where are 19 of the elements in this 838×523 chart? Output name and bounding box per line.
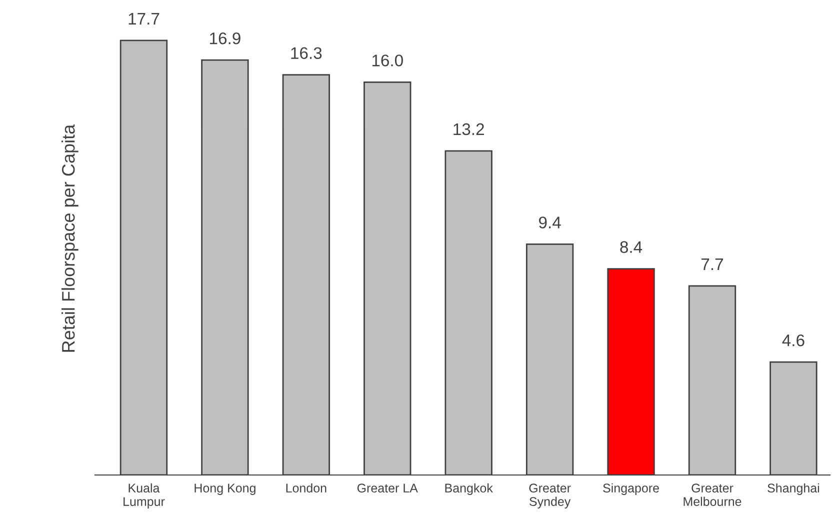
x-tick-label: Bangkok xyxy=(445,483,493,495)
data-label: 16.9 xyxy=(210,32,240,44)
data-label: 7.7 xyxy=(702,258,723,270)
x-tick-label: Greater Syndey xyxy=(529,484,571,508)
data-label: 13.2 xyxy=(454,123,484,136)
y-axis-title: Retail Floorspace per Capita xyxy=(62,124,78,352)
data-label: 9.4 xyxy=(539,216,561,228)
data-label: 17.7 xyxy=(128,13,160,24)
x-tick-label: Kuala Lumpur xyxy=(124,483,165,508)
x-tick-label: Hong Kong xyxy=(194,484,256,495)
x-tick-label: Greater Melbourne xyxy=(684,484,742,506)
data-label: 16.0 xyxy=(372,54,403,66)
data-label: 4.6 xyxy=(782,334,804,346)
x-tick-label: Shanghai xyxy=(768,483,820,495)
data-label: 8.4 xyxy=(620,241,642,253)
x-tick-label: Singapore xyxy=(603,483,659,495)
x-tick-label: Greater LA xyxy=(357,484,418,493)
data-label: 16.3 xyxy=(291,47,322,59)
x-tick-label: London xyxy=(286,483,326,493)
